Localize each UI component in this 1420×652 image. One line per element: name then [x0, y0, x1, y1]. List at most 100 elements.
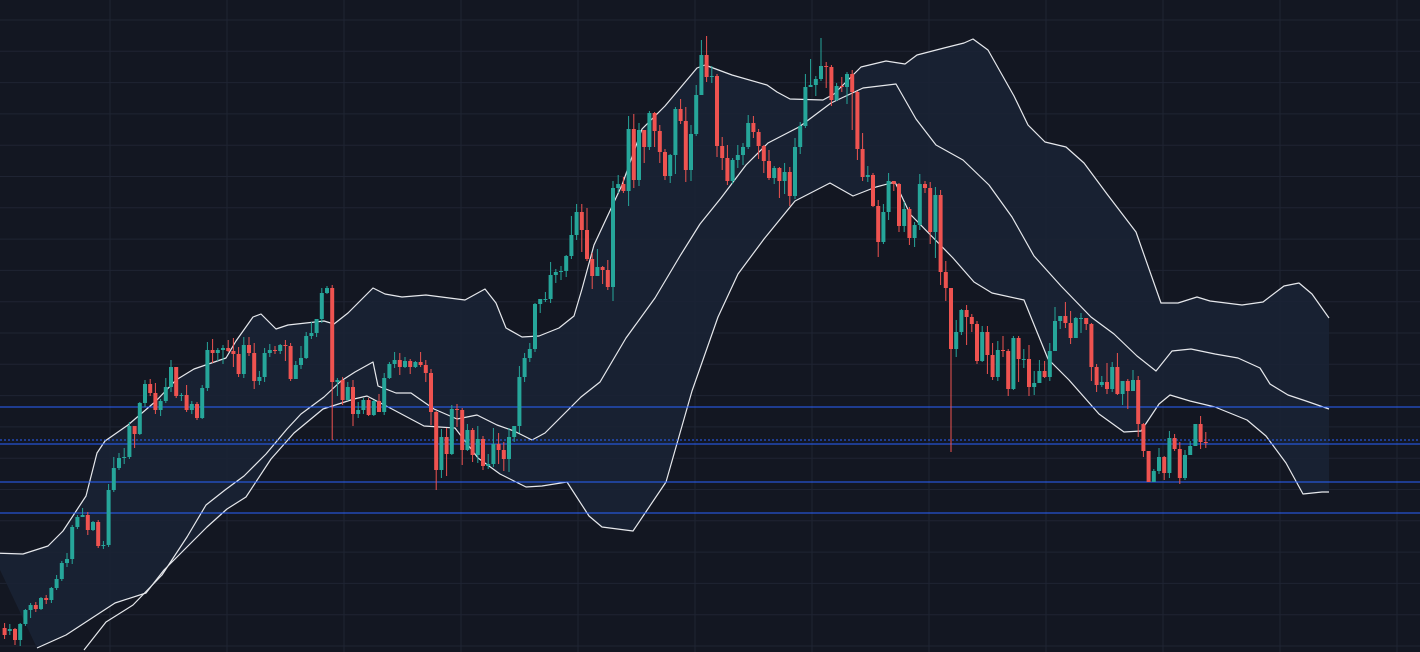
candle-body	[605, 270, 610, 287]
candle	[741, 143, 745, 165]
candle-body	[590, 259, 595, 276]
candle	[1177, 442, 1182, 484]
candle	[985, 326, 990, 374]
candle	[876, 200, 881, 257]
candle	[1141, 423, 1146, 457]
candle-body	[969, 317, 974, 324]
candle-body	[382, 378, 387, 412]
candle	[195, 402, 199, 420]
candle-body	[241, 345, 246, 374]
candle	[200, 385, 205, 419]
candle	[803, 74, 808, 128]
candle	[715, 74, 719, 157]
candle-body	[886, 181, 891, 212]
candle-body	[559, 271, 563, 272]
candle-body	[221, 348, 225, 350]
candle	[637, 123, 641, 186]
candle	[663, 149, 667, 180]
horizontal-lines[interactable]	[0, 406, 1420, 514]
candle	[590, 253, 595, 289]
candle-body	[891, 181, 896, 184]
candle	[642, 130, 647, 163]
candle-body	[798, 126, 803, 147]
candle	[964, 305, 969, 345]
candle-body	[855, 92, 860, 149]
candle-body	[122, 457, 127, 458]
candle-body	[96, 522, 101, 546]
candle	[1094, 364, 1099, 392]
candle	[943, 261, 948, 301]
candle	[1193, 424, 1198, 446]
candle-body	[949, 288, 953, 349]
candle	[548, 262, 553, 303]
candle-body	[720, 146, 725, 158]
candle-body	[746, 123, 751, 147]
candle	[813, 76, 818, 96]
candle	[969, 314, 974, 332]
candle	[85, 512, 90, 535]
candle	[1172, 434, 1177, 451]
candle-body	[616, 184, 621, 188]
candle-body	[247, 345, 251, 353]
candle	[371, 400, 376, 416]
candle	[1162, 456, 1167, 480]
candle-body	[928, 188, 933, 232]
candle	[179, 393, 184, 401]
candle	[980, 326, 985, 362]
candle	[429, 369, 433, 425]
candle-body	[189, 404, 194, 410]
candle-body	[683, 121, 688, 170]
candle-body	[865, 175, 870, 177]
candle-body	[434, 412, 439, 470]
candle	[262, 348, 267, 382]
candle	[236, 347, 241, 377]
candle	[122, 448, 127, 464]
candle-body	[455, 409, 459, 410]
candle	[657, 125, 662, 163]
candle-body	[330, 288, 335, 382]
candle	[1042, 361, 1047, 378]
candle	[143, 380, 147, 407]
candle	[834, 83, 839, 101]
candle	[2, 623, 7, 639]
candle	[912, 222, 917, 247]
candle-body	[1146, 451, 1151, 482]
candle	[439, 429, 444, 478]
candle-body	[907, 209, 912, 238]
candle-body	[912, 225, 917, 238]
candle-body	[980, 332, 985, 361]
candle	[18, 623, 23, 646]
candle	[1073, 317, 1078, 338]
candle	[449, 405, 454, 455]
candle-body	[699, 55, 704, 95]
band-lower-line	[36, 181, 1329, 649]
candle-body	[621, 184, 626, 191]
candle-body	[59, 563, 64, 579]
candle	[1063, 302, 1068, 328]
candle-body	[663, 152, 667, 176]
candle-body	[231, 351, 236, 354]
candle	[652, 112, 657, 147]
candle-body	[933, 195, 938, 232]
candle	[756, 129, 761, 159]
candle-body	[371, 401, 376, 415]
candle-body	[1131, 380, 1135, 391]
candle-body	[226, 348, 231, 351]
candle-body	[631, 129, 636, 180]
candle-body	[1037, 371, 1042, 383]
candle	[158, 399, 163, 416]
candle-body	[751, 123, 756, 132]
candle	[808, 59, 813, 87]
candle-body	[137, 403, 142, 434]
candle-body	[75, 517, 80, 527]
candle-body	[345, 387, 350, 400]
candle-body	[252, 353, 257, 381]
candle-body	[49, 588, 54, 600]
candle-body	[179, 395, 184, 396]
candle	[361, 398, 366, 414]
candle	[579, 204, 584, 252]
candle	[54, 575, 59, 590]
candle	[761, 145, 766, 173]
